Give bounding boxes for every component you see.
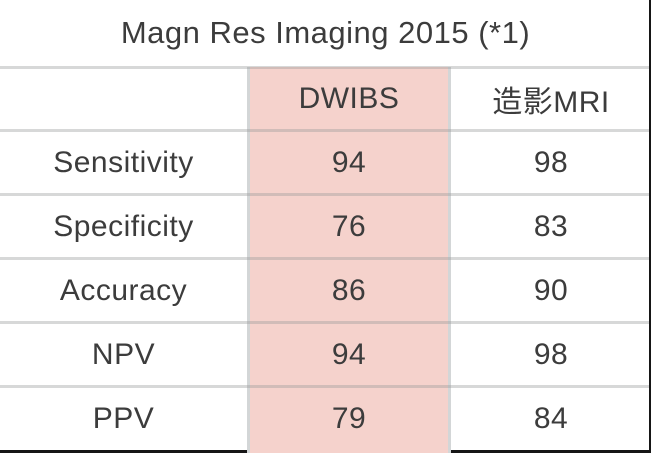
value-ppv-dwibs: 79	[247, 385, 451, 449]
row-label-ppv: PPV	[0, 385, 247, 449]
value-sensitivity-mri: 98	[451, 129, 651, 193]
highlight-column-background	[247, 67, 451, 453]
value-accuracy-mri: 90	[451, 257, 651, 321]
value-sensitivity-dwibs: 94	[247, 129, 451, 193]
value-accuracy-dwibs: 86	[247, 257, 451, 321]
value-npv-dwibs: 94	[247, 321, 451, 385]
value-ppv-mri: 84	[451, 385, 651, 449]
row-label-accuracy: Accuracy	[0, 257, 247, 321]
row-label-sensitivity: Sensitivity	[0, 129, 247, 193]
frame-right-edge	[649, 0, 651, 453]
data-table: DWIBS 造影MRI Sensitivity 94 98 Specificit…	[0, 66, 651, 449]
row-label-specificity: Specificity	[0, 193, 247, 257]
value-npv-mri: 98	[451, 321, 651, 385]
table-title: Magn Res Imaging 2015 (*1)	[120, 15, 531, 50]
row-label-npv: NPV	[0, 321, 247, 385]
value-specificity-dwibs: 76	[247, 193, 451, 257]
header-cell-contrast-mri: 造影MRI	[451, 66, 651, 129]
value-specificity-mri: 83	[451, 193, 651, 257]
header-cell-dwibs: DWIBS	[247, 66, 451, 129]
header-cell-empty	[0, 66, 247, 129]
